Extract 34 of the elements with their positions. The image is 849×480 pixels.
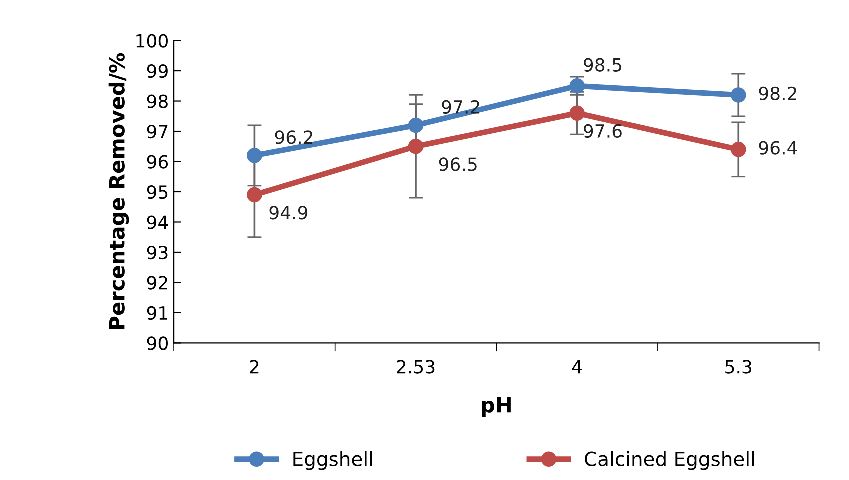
data-label: 98.2 bbox=[759, 86, 796, 100]
y-tick-label: 91 bbox=[147, 306, 168, 320]
y-tick-label: 90 bbox=[147, 336, 168, 350]
data-label: 98.5 bbox=[584, 58, 622, 72]
data-label: 96.5 bbox=[439, 158, 477, 172]
y-tick-label: 95 bbox=[147, 185, 168, 200]
x-tick-label: 2 bbox=[250, 360, 259, 374]
point bbox=[730, 88, 746, 103]
y-axis-title: Percentage Removed/% bbox=[108, 53, 130, 330]
point bbox=[408, 139, 424, 154]
y-tick-label: 100 bbox=[136, 34, 168, 48]
point bbox=[570, 106, 585, 122]
y-tick-label: 98 bbox=[147, 94, 168, 108]
point bbox=[730, 142, 746, 158]
legend-label: Eggshell bbox=[294, 451, 372, 470]
data-label: 97.2 bbox=[442, 100, 480, 114]
x-tick-label: 4 bbox=[572, 360, 582, 374]
y-tick-label: 93 bbox=[147, 246, 168, 260]
point bbox=[408, 118, 424, 134]
y-tick-label: 97 bbox=[147, 124, 168, 139]
point bbox=[247, 187, 262, 203]
data-label: 96.2 bbox=[275, 130, 313, 144]
data-label: 97.6 bbox=[584, 124, 622, 138]
point bbox=[247, 148, 262, 164]
x-tick-label: 5.3 bbox=[726, 360, 752, 374]
legend-label: Calcined Eggshell bbox=[585, 451, 754, 470]
y-tick-label: 92 bbox=[147, 276, 168, 290]
y-tick-label: 96 bbox=[147, 155, 168, 169]
y-tick-label: 94 bbox=[147, 216, 168, 230]
x-axis-title: pH bbox=[482, 397, 511, 417]
data-label: 94.9 bbox=[270, 206, 308, 220]
data-label: 96.4 bbox=[759, 141, 798, 155]
y-tick-label: 99 bbox=[147, 64, 168, 78]
x-tick-label: 2.53 bbox=[397, 360, 435, 374]
